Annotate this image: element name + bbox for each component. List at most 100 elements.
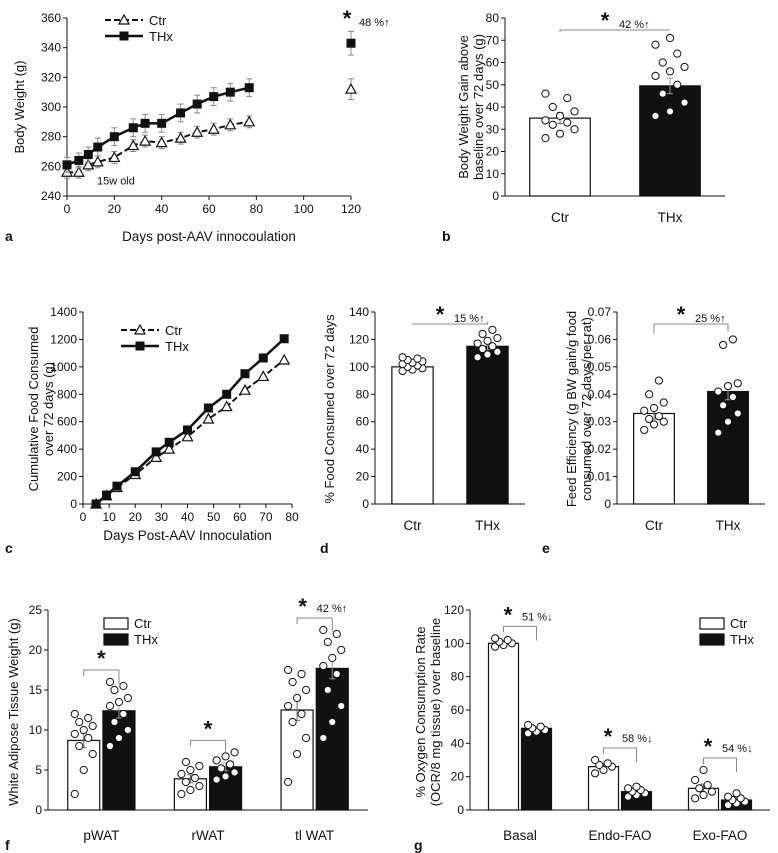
panel-g-panel-label: g xyxy=(414,837,423,853)
panel-e-data-point xyxy=(649,403,659,413)
panel-g-y-tick-label: 0 xyxy=(457,803,464,817)
panel-f-data-point xyxy=(84,733,93,743)
panel-f-data-point xyxy=(323,685,332,695)
panel-f-y-tick-label: 15 xyxy=(29,683,43,697)
panel-d-y-tick-label: 60 xyxy=(356,415,370,429)
panel-a-legend-marker xyxy=(117,13,131,25)
panel-e-y-tick-label: 0.05 xyxy=(588,360,612,374)
panel-e-panel-label: e xyxy=(542,540,550,556)
panel-a-endpoint-label: 48 %↑ xyxy=(359,17,390,29)
panel-c-y-axis-label-line: Cumulative Food Consumed xyxy=(26,327,41,492)
panel-e-data-point xyxy=(659,398,668,407)
panel-d-y-tick-label: 20 xyxy=(356,470,370,484)
panel-a-point-Ctr xyxy=(127,139,140,151)
panel-f-y-axis-label: White Adipose Tissue Weight (g) xyxy=(6,618,21,806)
panel-f-comparison-bracket xyxy=(296,617,333,632)
panel-c-point-Ctr xyxy=(163,442,176,454)
panel-g-comparison-bracket xyxy=(703,757,737,772)
panel-f-legend-swatch xyxy=(103,617,129,630)
panel-c-point-Ctr xyxy=(220,400,233,412)
panel-d-comparison-bracket xyxy=(412,321,488,325)
panel-f-legend-label: THx xyxy=(134,632,158,647)
panel-a-endpoint-THx xyxy=(346,38,356,48)
panel-f-data-point xyxy=(319,625,328,635)
panel-c-legend-label: THx xyxy=(165,339,189,354)
panel-g-y-tick-label: 60 xyxy=(451,703,465,717)
panel-a-point-THx xyxy=(192,99,202,109)
panel-c-y-tick-label: 200 xyxy=(57,470,77,484)
panel-a-point-THx xyxy=(128,123,138,133)
panel-e-data-point xyxy=(723,417,733,426)
panel-b-category-label: THx xyxy=(658,210,683,225)
panel-f-data-point xyxy=(186,765,195,775)
panel-f-significance-star: * xyxy=(97,646,106,671)
panel-b-data-point xyxy=(665,107,675,116)
panel-g-significance-star: * xyxy=(704,734,713,759)
panel-c-x-tick-label: 0 xyxy=(80,510,87,524)
panel-b-y-axis-label: Body Weight Gain abovebaseline over 72 d… xyxy=(456,34,486,180)
panel-g-data-point xyxy=(624,784,633,793)
panel-f-data-point xyxy=(297,709,306,719)
panel-b-data-point xyxy=(651,40,660,49)
panel-f-data-point xyxy=(177,769,186,779)
panel-c-x-tick-label: 70 xyxy=(259,510,273,524)
panel-f-comparison-label: 42 %↑ xyxy=(317,603,348,615)
panel-a-legend-label: Ctr xyxy=(149,13,167,28)
panel-a-x-tick-label: 0 xyxy=(64,202,71,216)
panel-a-y-tick-label: 360 xyxy=(41,11,61,25)
panel-f-data-point xyxy=(301,733,311,743)
panel-f-y-tick-label: 0 xyxy=(35,803,42,817)
panel-c-series-line-Ctr xyxy=(95,359,285,505)
panel-f-data-point xyxy=(284,777,293,787)
panel-f-data-point xyxy=(288,717,297,727)
panel-f-data-point xyxy=(337,645,346,655)
panel-d-data-point xyxy=(488,342,497,351)
panel-b-data-point xyxy=(541,134,550,143)
panel-c-point-THx xyxy=(183,425,192,435)
panel-e-data-point xyxy=(728,392,737,402)
panel-c-point-THx xyxy=(164,437,174,447)
panel-c-legend-label: Ctr xyxy=(165,323,183,338)
panel-e-data-point xyxy=(659,417,668,426)
panel-e-data-point xyxy=(645,390,654,399)
panel-g-y-tick-label: 120 xyxy=(444,603,464,617)
panel-f-data-point xyxy=(70,729,79,739)
panel-f-data-point xyxy=(195,781,204,791)
panel-d-y-tick-label: 40 xyxy=(356,442,370,456)
panel-c-point-Ctr xyxy=(278,353,291,365)
panel-b-data-point xyxy=(548,102,557,112)
panel-c-point-THx xyxy=(151,447,161,457)
panel-d-data-point xyxy=(493,333,502,343)
panel-c-y-axis-label-line: over 72 days (g) xyxy=(41,362,56,456)
panel-b-y-tick-label: 80 xyxy=(486,11,500,25)
panel-a-point-THx xyxy=(157,118,167,128)
panel-a-x-tick-label: 60 xyxy=(202,202,216,216)
panel-f-data-point xyxy=(110,717,119,727)
panel-b-y-tick-label: 20 xyxy=(486,145,500,159)
panel-f-comparison-bracket xyxy=(83,669,120,684)
panel-d-data-point xyxy=(473,353,482,362)
panel-c-y-tick-label: 1400 xyxy=(50,305,77,319)
panel-g-category-label: Basal xyxy=(503,828,537,843)
panel-a-significance-star: * xyxy=(343,6,352,31)
panel-f-data-point xyxy=(337,701,346,711)
panel-f-legend-swatch xyxy=(103,633,129,646)
panel-b-data-point xyxy=(541,89,550,98)
panel-f-data-point xyxy=(195,761,204,771)
panel-a-point-THx xyxy=(176,108,186,118)
panel-e-y-axis-label-line: consumed over 72 days/per rat) xyxy=(579,317,594,501)
panel-f-data-point xyxy=(332,629,341,639)
panel-b-data-point xyxy=(541,116,550,125)
panel-d-category-label: THx xyxy=(475,518,500,533)
panel-g-data-point xyxy=(732,789,741,798)
panel-f-y-axis-label-line: White Adipose Tissue Weight (g) xyxy=(6,618,21,806)
panel-f-data-point xyxy=(221,772,230,781)
panel-f-data-point xyxy=(70,709,79,719)
panel-d-data-point xyxy=(478,329,487,339)
panel-b-data-point xyxy=(548,120,557,129)
panel-e-data-point xyxy=(654,376,663,385)
panel-g-legend-label: Ctr xyxy=(730,616,748,631)
panel-e-y-tick-label: 0.01 xyxy=(588,470,612,484)
panel-e-data-point xyxy=(640,406,649,415)
